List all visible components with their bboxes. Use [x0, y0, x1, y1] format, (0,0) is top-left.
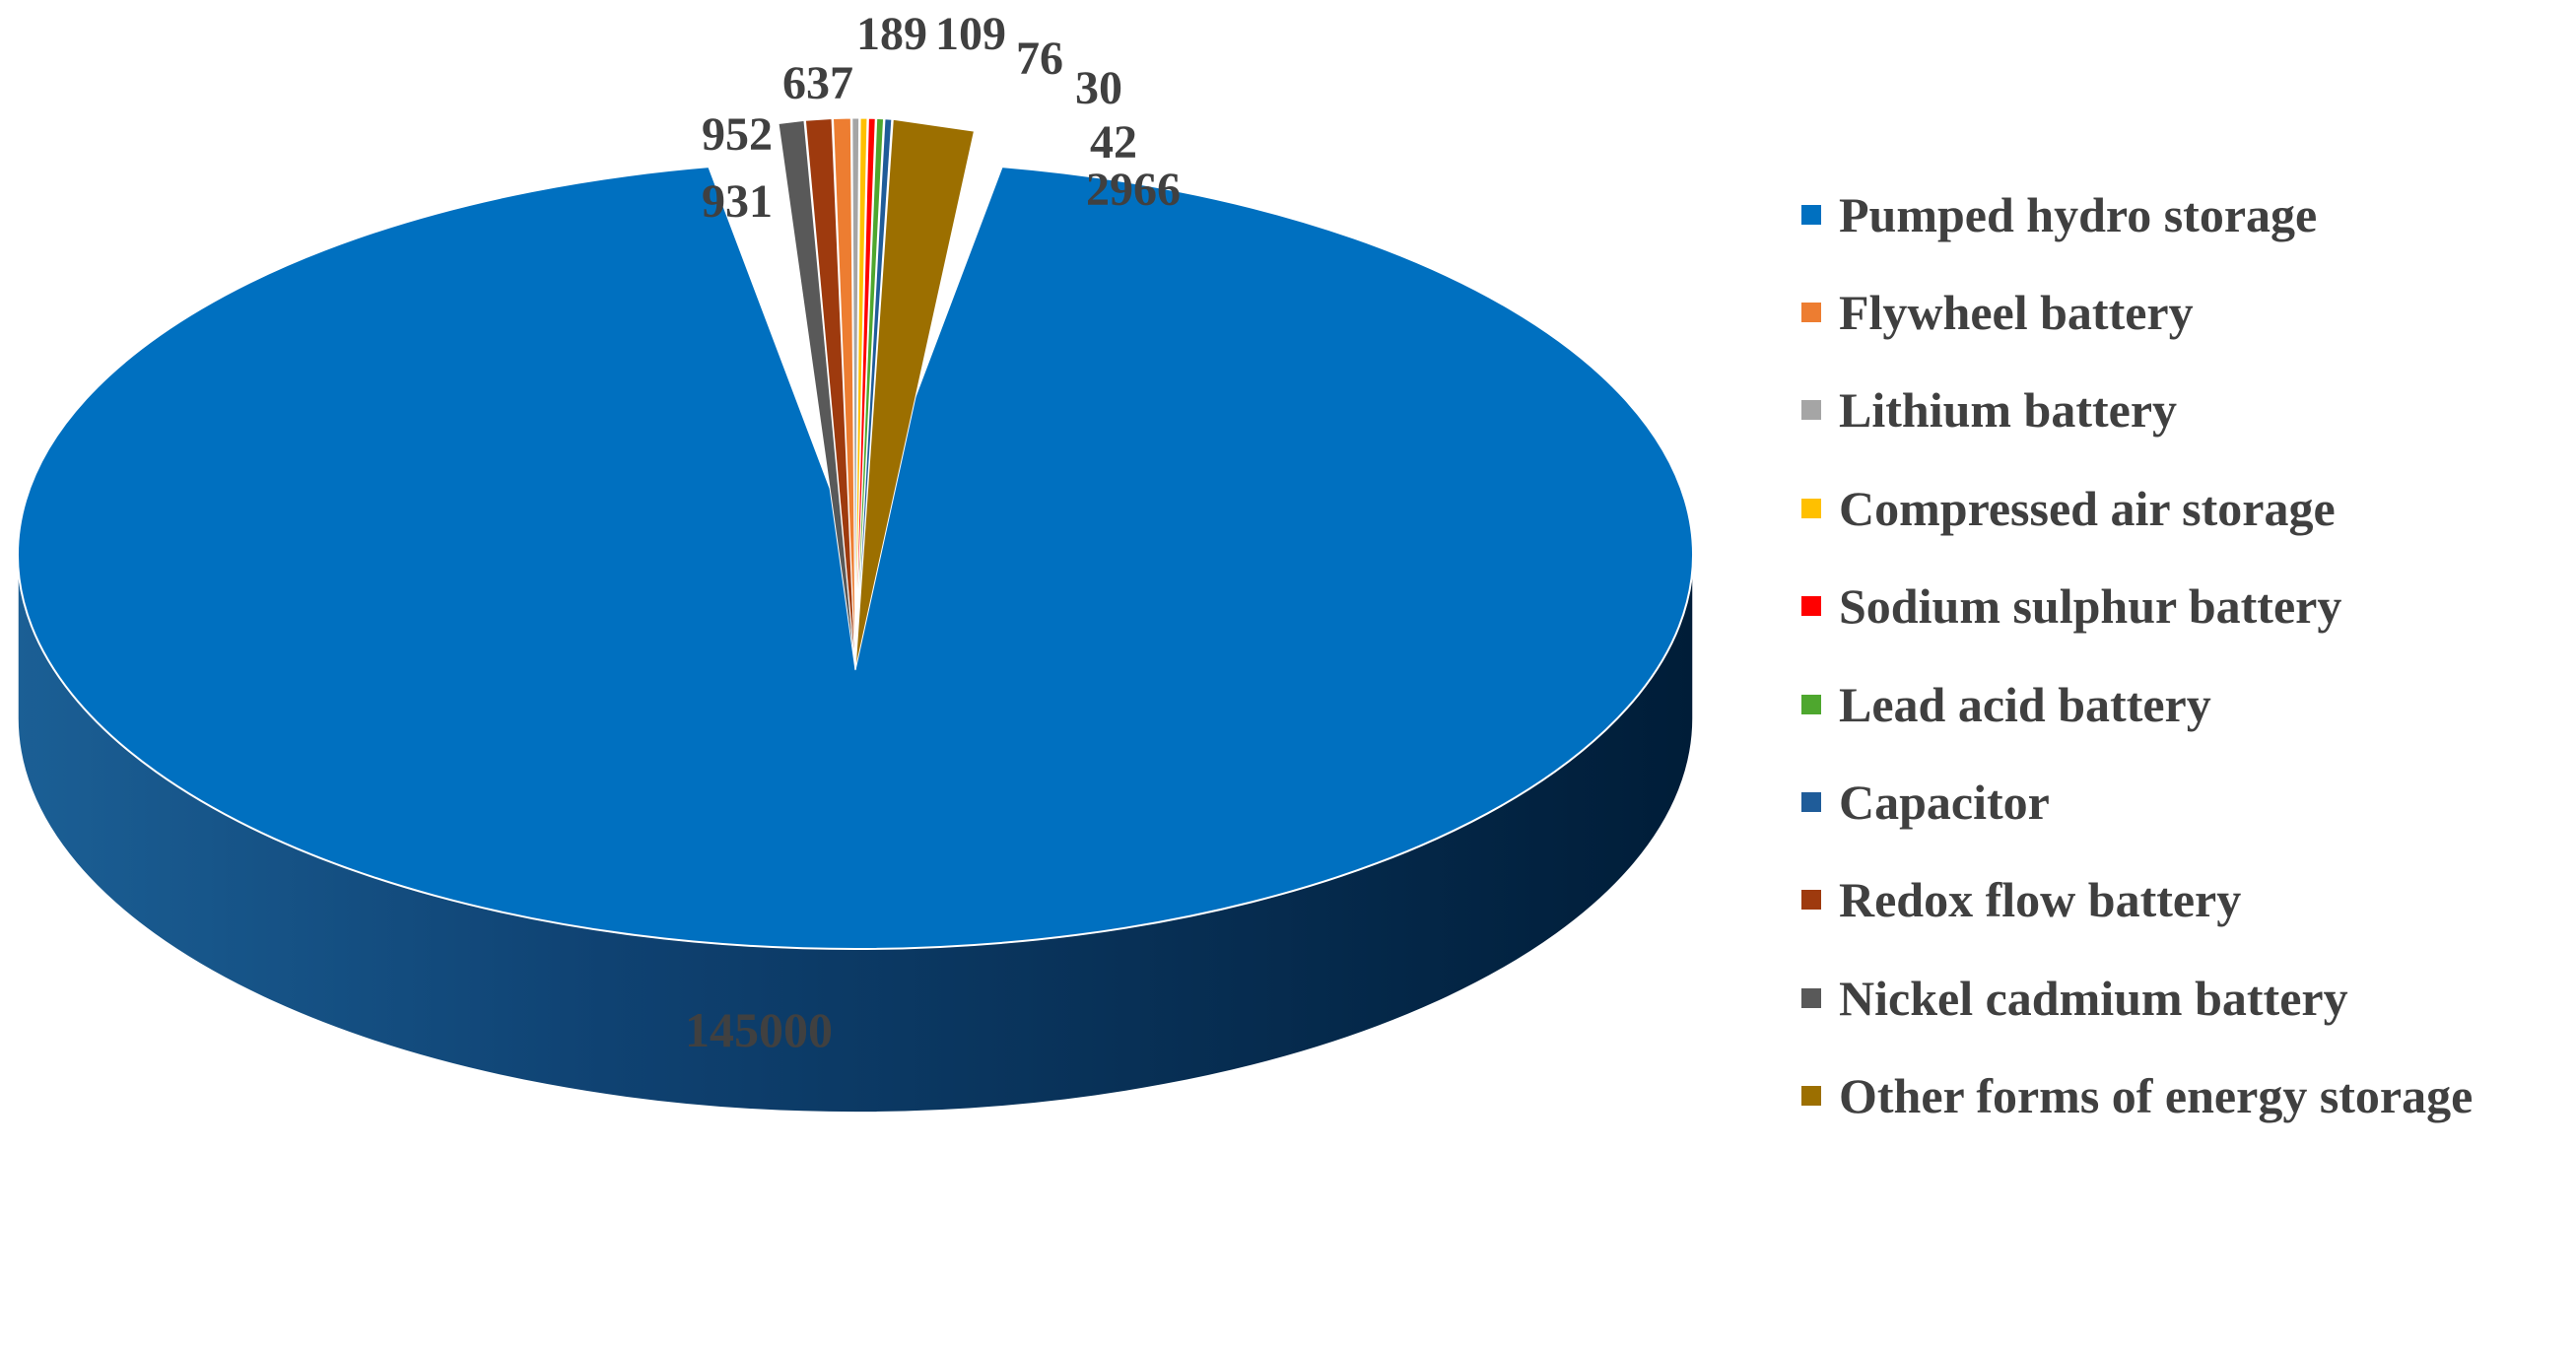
- legend-label: Pumped hydro storage: [1839, 186, 2318, 242]
- data-label-lithium-battery: 189: [856, 8, 927, 60]
- legend: Pumped hydro storage Flywheel battery Li…: [1801, 166, 2473, 1145]
- legend-label: Lead acid battery: [1839, 676, 2211, 732]
- legend-swatch: [1801, 987, 1821, 1008]
- data-label-redox-flow-battery: 952: [702, 108, 773, 161]
- legend-swatch: [1801, 694, 1821, 714]
- legend-label: Flywheel battery: [1839, 285, 2194, 341]
- legend-swatch: [1801, 596, 1821, 617]
- legend-item: Compressed air storage: [1801, 459, 2473, 557]
- legend-item: Redox flow battery: [1801, 851, 2473, 949]
- data-label-capacitor: 42: [1090, 116, 1137, 169]
- slice-redox-flow-battery: [804, 117, 856, 671]
- legend-item: Pumped hydro storage: [1801, 166, 2473, 263]
- data-label-lead-acid-battery: 30: [1075, 62, 1122, 114]
- data-label-compressed-air-storage: 109: [935, 8, 1006, 60]
- data-label-other-forms-of-energy-storage: 2966: [1086, 164, 1181, 216]
- legend-swatch: [1801, 498, 1821, 518]
- slice-other-forms-of-energy-storage: [854, 118, 976, 671]
- legend-swatch: [1801, 890, 1821, 911]
- legend-item: Other forms of energy storage: [1801, 1047, 2473, 1145]
- legend-swatch: [1801, 303, 1821, 323]
- legend-item: Lithium battery: [1801, 362, 2473, 459]
- legend-label: Lithium battery: [1839, 382, 2178, 439]
- legend-item: Nickel cadmium battery: [1801, 949, 2473, 1047]
- legend-item: Flywheel battery: [1801, 263, 2473, 361]
- data-label-pumped-hydro-storage: 145000: [685, 1002, 833, 1057]
- data-label-sodium-sulphur-battery: 76: [1016, 33, 1063, 85]
- slice-nickel-cadmium-battery: [778, 119, 856, 671]
- legend-item: Lead acid battery: [1801, 655, 2473, 753]
- slice-flywheel-battery: [832, 117, 856, 671]
- legend-swatch: [1801, 1086, 1821, 1107]
- legend-label: Nickel cadmium battery: [1839, 970, 2348, 1026]
- data-label-nickel-cadmium-battery: 931: [702, 175, 773, 228]
- legend-swatch: [1801, 204, 1821, 225]
- data-label-flywheel-battery: 637: [782, 57, 853, 109]
- legend-item: Sodium sulphur battery: [1801, 558, 2473, 655]
- legend-label: Capacitor: [1839, 775, 2050, 831]
- slice-lithium-battery: [851, 117, 860, 671]
- legend-label: Other forms of energy storage: [1839, 1068, 2474, 1124]
- legend-swatch: [1801, 400, 1821, 421]
- legend-label: Redox flow battery: [1839, 872, 2242, 928]
- legend-label: Sodium sulphur battery: [1839, 578, 2342, 635]
- legend-item: Capacitor: [1801, 753, 2473, 850]
- legend-label: Compressed air storage: [1839, 480, 2336, 536]
- legend-swatch: [1801, 792, 1821, 813]
